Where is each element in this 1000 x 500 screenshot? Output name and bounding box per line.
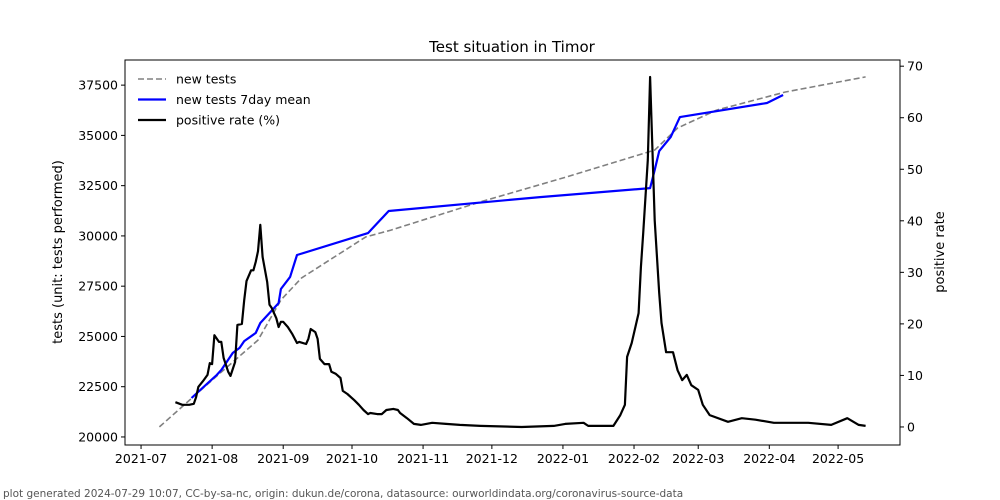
- chart-title: Test situation in Timor: [428, 38, 595, 56]
- y-tick-label: 25000: [78, 329, 118, 344]
- x-tick-label: 2022-05: [812, 451, 864, 466]
- y2-tick-label: 60: [907, 110, 923, 125]
- y-tick-label: 27500: [78, 279, 118, 294]
- y2-tick-label: 20: [907, 316, 923, 331]
- legend-label: positive rate (%): [176, 113, 280, 128]
- x-tick-label: 2021-11: [397, 451, 449, 466]
- series-line-new-tests: [158, 76, 866, 428]
- footer-note: plot generated 2024-07-29 10:07, CC-by-s…: [3, 488, 683, 500]
- y2-tick-label: 10: [907, 368, 923, 383]
- x-tick-label: 2022-02: [608, 451, 660, 466]
- series-line-new-tests-7day-mean: [190, 94, 784, 399]
- legend: new tests new tests 7day mean positive rat…: [138, 72, 311, 128]
- y-tick-label: 32500: [78, 178, 118, 193]
- x-tick-label: 2022-03: [672, 451, 724, 466]
- series-line-positive-rate-: [175, 75, 866, 429]
- legend-label: new tests: [176, 72, 236, 87]
- y-tick-label: 20000: [78, 429, 118, 444]
- y2-axis-label: positive rate: [933, 211, 948, 293]
- y-tick-label: 37500: [78, 78, 118, 93]
- y-tick-label: 30000: [78, 228, 118, 243]
- y-tick-label: 35000: [78, 128, 118, 143]
- x-tick-label: 2021-08: [186, 451, 238, 466]
- legend-label: new tests 7day mean: [176, 92, 311, 107]
- plot-frame: [124, 59, 901, 446]
- y2-tick-label: 40: [907, 213, 923, 228]
- y-tick-label: 22500: [78, 379, 118, 394]
- y2-tick-label: 70: [907, 59, 923, 74]
- x-tick-label: 2021-12: [466, 451, 518, 466]
- y2-tick-label: 30: [907, 265, 923, 280]
- y-axis-label: tests (unit: tests performed): [51, 160, 66, 344]
- x-tick-label: 2022-01: [537, 451, 589, 466]
- x-tick-label: 2021-09: [257, 451, 309, 466]
- x-tick-label: 2021-10: [326, 451, 378, 466]
- x-tick-label: 2022-04: [743, 451, 795, 466]
- y2-tick-label: 50: [907, 162, 923, 177]
- y2-tick-label: 0: [907, 419, 915, 434]
- x-tick-label: 2021-07: [115, 451, 167, 466]
